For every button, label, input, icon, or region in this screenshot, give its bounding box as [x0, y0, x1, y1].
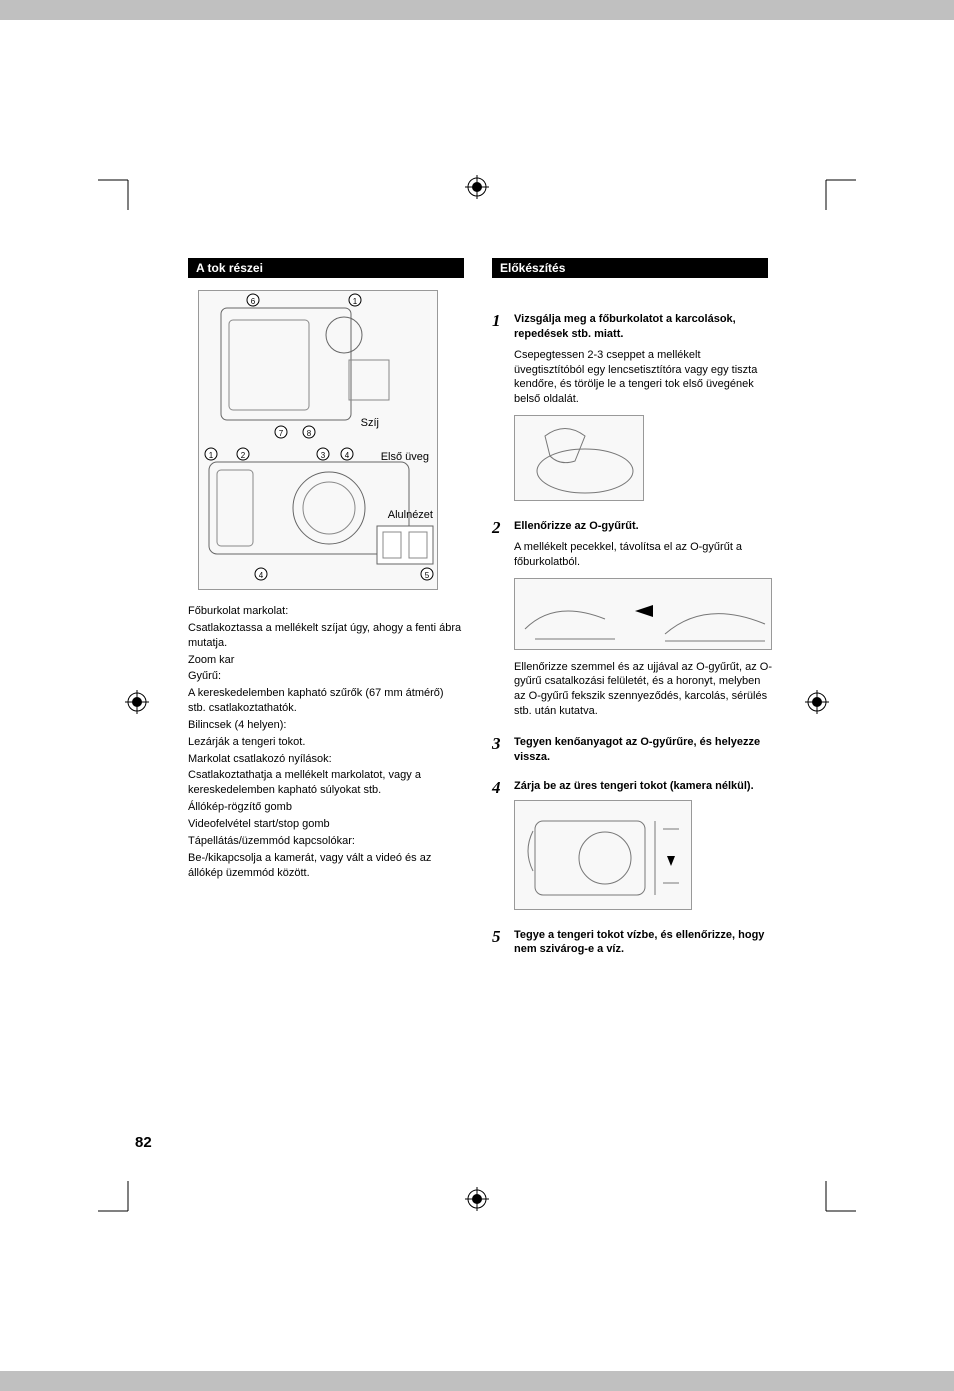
- label-front-glass: Első üveg: [381, 451, 429, 463]
- list-item: A kereskedelemben kapható szűrők (67 mm …: [188, 686, 464, 716]
- step-title: Tegyen kenőanyagot az O-gyűrűre, és hely…: [514, 735, 768, 765]
- content-area: A tok részei 6 1 7 8: [188, 258, 768, 971]
- step-4-diagram: [514, 800, 692, 910]
- list-item: Csatlakoztassa a mellékelt szíjat úgy, a…: [188, 621, 464, 651]
- step-number: 5: [492, 928, 506, 964]
- step-description: A mellékelt pecekkel, távolítsa el az O-…: [514, 540, 772, 570]
- svg-text:3: 3: [321, 451, 326, 460]
- svg-text:4: 4: [259, 571, 264, 580]
- registration-mark-left: [125, 690, 149, 719]
- page: A tok részei 6 1 7 8: [0, 20, 954, 1371]
- list-item: Lezárják a tengeri tokot.: [188, 735, 464, 750]
- step-3: 3 Tegyen kenőanyagot az O-gyűrűre, és he…: [492, 735, 768, 771]
- page-number: 82: [135, 1134, 152, 1151]
- left-section-header: A tok részei: [188, 258, 464, 278]
- crop-mark-tr: [796, 150, 856, 210]
- registration-mark-top: [465, 175, 489, 204]
- left-column: A tok részei 6 1 7 8: [188, 258, 464, 971]
- svg-text:1: 1: [209, 451, 214, 460]
- step-5: 5 Tegye a tengeri tokot vízbe, és ellenő…: [492, 928, 768, 964]
- list-item: Gyűrű:: [188, 669, 464, 684]
- step-1: 1 Vizsgálja meg a főburkolatot a karcolá…: [492, 312, 768, 511]
- label-bottom-view: Alulnézet: [388, 509, 433, 521]
- step-number: 2: [492, 519, 506, 727]
- crop-mark-tl: [98, 150, 158, 210]
- parts-description-list: Főburkolat markolat: Csatlakoztassa a me…: [188, 604, 464, 880]
- crop-mark-bl: [98, 1181, 158, 1241]
- crop-mark-br: [796, 1181, 856, 1241]
- step-number: 3: [492, 735, 506, 771]
- svg-text:6: 6: [251, 297, 256, 306]
- step-title: Vizsgálja meg a főburkolatot a karcoláso…: [514, 312, 768, 342]
- right-column: Előkészítés 1 Vizsgálja meg a főburkolat…: [492, 258, 768, 971]
- step-1-diagram: [514, 415, 644, 501]
- list-item: Főburkolat markolat:: [188, 604, 464, 619]
- registration-mark-bottom: [465, 1187, 489, 1216]
- step-number: 4: [492, 779, 506, 920]
- list-item: Videofelvétel start/stop gomb: [188, 817, 464, 832]
- label-strap: Szíj: [361, 417, 379, 429]
- camera-housing-illustration: 6 1 7 8 1 2 3 4 4: [199, 290, 437, 590]
- step-description: Csepegtessen 2-3 cseppet a mellékelt üve…: [514, 348, 768, 407]
- list-item: Állókép-rögzítő gomb: [188, 800, 464, 815]
- step-title: Tegye a tengeri tokot vízbe, és ellenőri…: [514, 928, 768, 958]
- svg-text:2: 2: [241, 451, 246, 460]
- list-item: Csatlakoztathatja a mellékelt markolatot…: [188, 768, 464, 798]
- list-item: Bilincsek (4 helyen):: [188, 718, 464, 733]
- registration-mark-right: [805, 690, 829, 719]
- step-number: 1: [492, 312, 506, 511]
- list-item: Zoom kar: [188, 653, 464, 668]
- list-item: Markolat csatlakozó nyílások:: [188, 752, 464, 767]
- step-title: Ellenőrizze az O-gyűrűt.: [514, 519, 772, 534]
- step-2: 2 Ellenőrizze az O-gyűrűt. A mellékelt p…: [492, 519, 768, 727]
- svg-text:8: 8: [307, 429, 312, 438]
- svg-text:5: 5: [425, 571, 430, 580]
- right-section-header: Előkészítés: [492, 258, 768, 278]
- list-item: Be-/kikapcsolja a kamerát, vagy vált a v…: [188, 851, 464, 881]
- parts-diagram: 6 1 7 8 1 2 3 4 4: [188, 290, 464, 590]
- svg-text:4: 4: [345, 451, 350, 460]
- svg-text:1: 1: [353, 297, 358, 306]
- step-2-diagram: [514, 578, 772, 650]
- svg-text:7: 7: [279, 429, 284, 438]
- step-4: 4 Zárja be az üres tengeri tokot (kamera…: [492, 779, 768, 920]
- list-item: Tápellátás/üzemmód kapcsolókar:: [188, 834, 464, 849]
- step-title: Zárja be az üres tengeri tokot (kamera n…: [514, 779, 768, 794]
- step-post-description: Ellenőrizze szemmel és az ujjával az O-g…: [514, 660, 772, 719]
